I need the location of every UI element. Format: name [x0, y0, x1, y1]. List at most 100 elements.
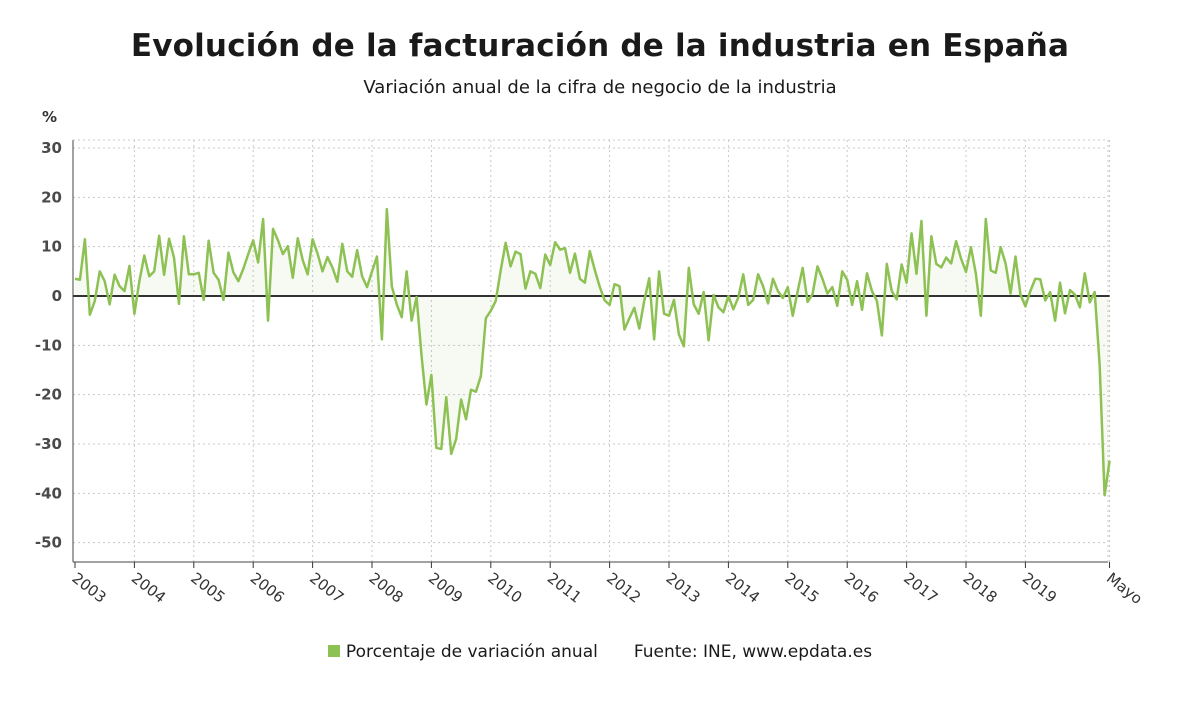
data-point [782, 297, 784, 299]
data-point [1014, 255, 1016, 257]
data-point [584, 281, 586, 283]
data-point [485, 317, 487, 319]
data-point [589, 250, 591, 252]
data-point [227, 251, 229, 253]
data-point [693, 303, 695, 305]
x-tick-label: 2006 [247, 569, 288, 607]
x-tick-label: 2017 [900, 569, 941, 607]
data-point [108, 303, 110, 305]
data-point [673, 299, 675, 301]
data-point [1029, 290, 1031, 292]
x-tick-label: 2009 [425, 569, 466, 607]
data-point [683, 345, 685, 347]
data-point [356, 249, 358, 251]
data-point [267, 319, 269, 321]
data-point [212, 272, 214, 274]
data-point [876, 300, 878, 302]
data-point [752, 299, 754, 301]
data-point [1019, 293, 1021, 295]
data-point [440, 448, 442, 450]
data-point [900, 263, 902, 265]
data-point [1103, 494, 1105, 496]
data-point [361, 275, 363, 277]
data-point [1079, 306, 1081, 308]
data-point [410, 319, 412, 321]
data-point [599, 285, 601, 287]
data-point [193, 273, 195, 275]
data-point [311, 238, 313, 240]
x-tick-label: 2013 [663, 569, 704, 607]
data-point [425, 403, 427, 405]
data-point [668, 315, 670, 317]
x-tick-label: 2008 [366, 569, 407, 607]
data-point [405, 270, 407, 272]
chart-subtitle: Variación anual de la cifra de negocio d… [363, 77, 837, 98]
data-point [74, 278, 76, 280]
data-point [836, 305, 838, 307]
data-point [302, 259, 304, 261]
data-point [846, 279, 848, 281]
data-point [163, 274, 165, 276]
data-point [960, 257, 962, 259]
data-point [524, 287, 526, 289]
data-point [232, 271, 234, 273]
data-point [509, 265, 511, 267]
data-point [722, 311, 724, 313]
data-point [811, 293, 813, 295]
data-point [331, 266, 333, 268]
data-point [702, 291, 704, 293]
y-tick-label: -50 [35, 534, 62, 552]
series-line [74, 207, 1111, 497]
data-point [450, 453, 452, 455]
data-point [559, 248, 561, 250]
legend-swatch [327, 645, 340, 657]
data-point [1049, 291, 1051, 293]
data-point [237, 280, 239, 282]
data-point [153, 270, 155, 272]
data-point [638, 327, 640, 329]
data-point [861, 309, 863, 311]
data-point [272, 228, 274, 230]
data-point [742, 273, 744, 275]
data-point [1044, 299, 1046, 301]
data-point [297, 237, 299, 239]
data-point [549, 264, 551, 266]
data-point [737, 296, 739, 298]
data-point [623, 328, 625, 330]
data-point [569, 272, 571, 274]
data-point [821, 278, 823, 280]
data-point [915, 273, 917, 275]
data-point [519, 253, 521, 255]
data-point [841, 270, 843, 272]
y-tick-label: 0 [52, 287, 62, 305]
chart-title: Evolución de la facturación de la indust… [130, 28, 1070, 64]
x-tick-label: 2004 [128, 569, 169, 607]
data-point [698, 313, 700, 315]
data-point [757, 273, 759, 275]
data-point [455, 438, 457, 440]
data-point [970, 246, 972, 248]
data-point [608, 304, 610, 306]
data-point [247, 253, 249, 255]
data-point [341, 243, 343, 245]
data-point [415, 296, 417, 298]
data-point [603, 299, 605, 301]
data-point [420, 354, 422, 356]
data-point [633, 307, 635, 309]
x-tick-label: 2010 [484, 569, 525, 607]
data-point [351, 276, 353, 278]
data-point [688, 267, 690, 269]
data-point [183, 235, 185, 237]
data-point [366, 286, 368, 288]
data-point [252, 239, 254, 241]
x-tick-label: 2014 [722, 569, 763, 607]
data-point [643, 300, 645, 302]
series-area [75, 209, 1110, 496]
data-point [896, 298, 898, 300]
data-point [292, 277, 294, 279]
data-point [287, 245, 289, 247]
data-point [985, 218, 987, 220]
x-tick-label: Mayo [1103, 569, 1146, 608]
data-point [257, 261, 259, 263]
x-tick-label: 2003 [69, 569, 110, 607]
